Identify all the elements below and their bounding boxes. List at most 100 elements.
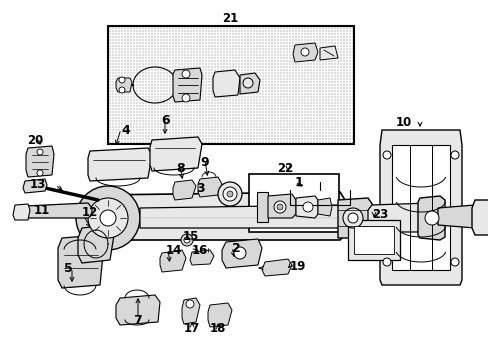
Circle shape (286, 51, 287, 53)
Circle shape (187, 108, 188, 109)
Circle shape (118, 126, 119, 127)
Circle shape (199, 99, 200, 100)
Circle shape (181, 126, 182, 127)
Circle shape (337, 103, 338, 104)
Circle shape (247, 33, 248, 35)
Circle shape (196, 123, 197, 125)
Circle shape (178, 63, 179, 64)
Circle shape (148, 105, 149, 107)
Circle shape (322, 36, 323, 37)
Circle shape (337, 108, 338, 109)
Circle shape (160, 87, 161, 89)
Circle shape (229, 99, 230, 100)
Circle shape (271, 45, 272, 46)
Circle shape (244, 121, 245, 122)
Circle shape (250, 72, 251, 73)
Circle shape (286, 87, 287, 89)
Circle shape (226, 81, 227, 82)
Circle shape (124, 105, 125, 107)
Circle shape (217, 117, 218, 118)
Circle shape (181, 63, 182, 64)
Circle shape (205, 33, 206, 35)
Circle shape (301, 60, 302, 62)
Circle shape (151, 45, 152, 46)
Circle shape (352, 63, 353, 64)
Circle shape (286, 67, 287, 68)
Circle shape (154, 72, 155, 73)
Circle shape (157, 96, 158, 98)
Circle shape (112, 33, 113, 35)
Circle shape (220, 63, 221, 64)
Circle shape (109, 81, 110, 82)
Circle shape (277, 76, 278, 77)
Circle shape (328, 72, 329, 73)
Circle shape (325, 60, 326, 62)
Circle shape (325, 78, 326, 80)
Circle shape (121, 27, 122, 28)
Circle shape (331, 67, 332, 68)
Circle shape (175, 103, 176, 104)
Circle shape (145, 96, 146, 98)
Circle shape (271, 67, 272, 68)
Circle shape (145, 76, 146, 77)
Circle shape (280, 51, 281, 53)
Circle shape (175, 135, 176, 136)
Circle shape (115, 114, 116, 116)
Circle shape (319, 105, 320, 107)
Circle shape (133, 27, 134, 28)
Circle shape (256, 87, 257, 89)
Circle shape (184, 126, 185, 127)
Circle shape (343, 108, 344, 109)
Circle shape (346, 126, 347, 127)
Circle shape (178, 36, 179, 37)
Circle shape (127, 63, 128, 64)
Circle shape (322, 135, 323, 136)
Circle shape (121, 105, 122, 107)
Circle shape (241, 126, 242, 127)
Circle shape (262, 81, 263, 82)
Circle shape (244, 103, 245, 104)
Circle shape (154, 45, 155, 46)
Circle shape (319, 45, 320, 46)
Circle shape (349, 90, 350, 91)
Circle shape (271, 132, 272, 134)
Circle shape (343, 63, 344, 64)
Circle shape (322, 141, 323, 143)
Circle shape (247, 42, 248, 44)
Circle shape (139, 76, 140, 77)
Circle shape (223, 126, 224, 127)
Circle shape (184, 87, 185, 89)
Circle shape (352, 36, 353, 37)
Circle shape (121, 114, 122, 116)
Circle shape (325, 42, 326, 44)
Circle shape (136, 99, 137, 100)
Circle shape (118, 108, 119, 109)
Circle shape (175, 42, 176, 44)
Circle shape (328, 105, 329, 107)
Circle shape (247, 76, 248, 77)
Circle shape (199, 36, 200, 37)
Circle shape (112, 36, 113, 37)
Circle shape (169, 81, 170, 82)
Circle shape (247, 60, 248, 62)
Circle shape (313, 42, 314, 44)
Circle shape (214, 90, 215, 91)
Circle shape (205, 76, 206, 77)
Circle shape (175, 33, 176, 35)
Circle shape (112, 126, 113, 127)
Circle shape (295, 45, 296, 46)
Circle shape (304, 117, 305, 118)
Circle shape (187, 63, 188, 64)
Circle shape (277, 121, 278, 122)
Circle shape (325, 63, 326, 64)
Circle shape (118, 76, 119, 77)
Circle shape (148, 96, 149, 98)
Circle shape (172, 42, 173, 44)
Circle shape (112, 51, 113, 53)
Circle shape (283, 78, 284, 80)
Polygon shape (295, 196, 317, 218)
Circle shape (325, 81, 326, 82)
Circle shape (352, 132, 353, 134)
Circle shape (292, 126, 293, 127)
Circle shape (331, 45, 332, 46)
